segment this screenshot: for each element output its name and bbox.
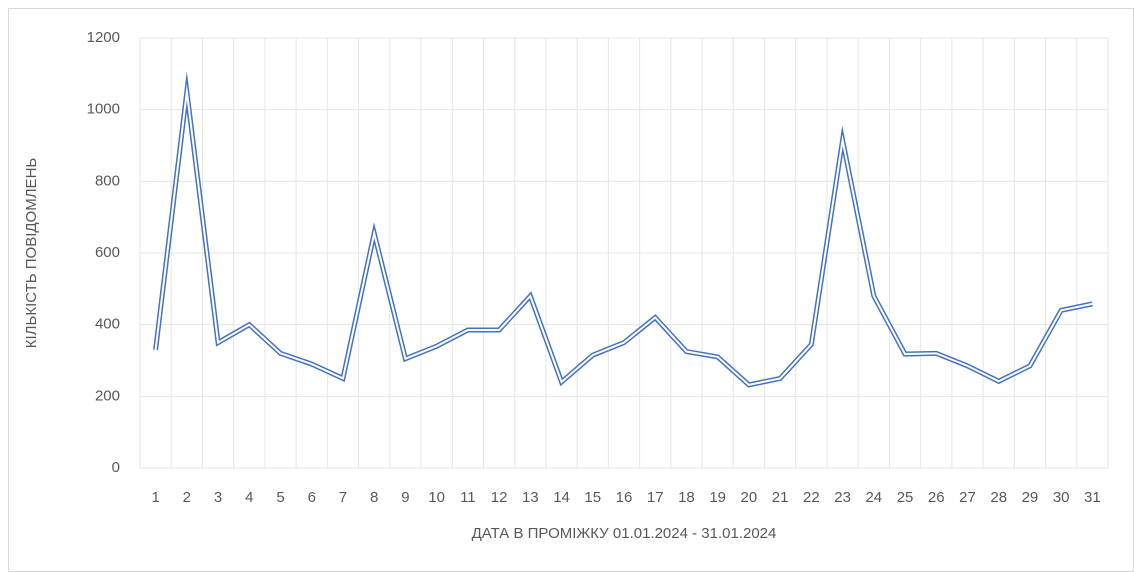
x-tick-label: 21	[772, 489, 789, 506]
x-tick-label: 20	[741, 489, 758, 506]
x-tick-label: 23	[834, 489, 851, 506]
x-tick-label: 7	[339, 489, 347, 506]
x-tick-label: 28	[990, 489, 1007, 506]
x-tick-label: 11	[460, 489, 476, 506]
x-tick-label: 12	[491, 489, 508, 506]
x-tick-label: 10	[428, 489, 445, 506]
y-tick-label: 400	[95, 316, 120, 333]
x-tick-label: 25	[897, 489, 914, 506]
series-line-inner	[154, 83, 1093, 386]
y-tick-label: 0	[112, 459, 120, 476]
x-tick-label: 31	[1084, 489, 1101, 506]
x-tick-label: 6	[308, 489, 316, 506]
x-tick-label: 14	[553, 489, 570, 506]
y-tick-label: 200	[95, 387, 120, 404]
x-tick-label: 1	[151, 489, 159, 506]
x-tick-label: 9	[401, 489, 409, 506]
x-tick-label: 17	[647, 489, 664, 506]
x-tick-label: 4	[245, 489, 253, 506]
x-tick-label: 16	[616, 489, 633, 506]
x-tick-label: 22	[803, 489, 820, 506]
x-tick-label: 26	[928, 489, 945, 506]
x-tick-label: 27	[959, 489, 976, 506]
x-tick-label: 3	[214, 489, 222, 506]
x-tick-label: 29	[1022, 489, 1039, 506]
y-tick-label: 1200	[87, 29, 120, 46]
x-tick-label: 15	[584, 489, 601, 506]
x-tick-label: 19	[709, 489, 726, 506]
x-tick-label: 18	[678, 489, 695, 506]
x-tick-label: 30	[1053, 489, 1070, 506]
y-tick-label: 1000	[87, 101, 120, 118]
x-tick-label: 2	[183, 489, 191, 506]
y-tick-label: 800	[95, 172, 120, 189]
x-tick-label: 24	[865, 489, 882, 506]
x-axis-title: ДАТА В ПРОМІЖКУ 01.01.2024 - 31.01.2024	[472, 525, 777, 542]
x-tick-label: 8	[370, 489, 378, 506]
x-tick-label: 5	[276, 489, 284, 506]
y-axis-title: КІЛЬКІСТЬ ПОВІДОМЛЕНЬ	[23, 158, 40, 349]
chart-border	[8, 8, 1134, 572]
y-tick-label: 600	[95, 244, 120, 261]
x-tick-label: 13	[522, 489, 539, 506]
